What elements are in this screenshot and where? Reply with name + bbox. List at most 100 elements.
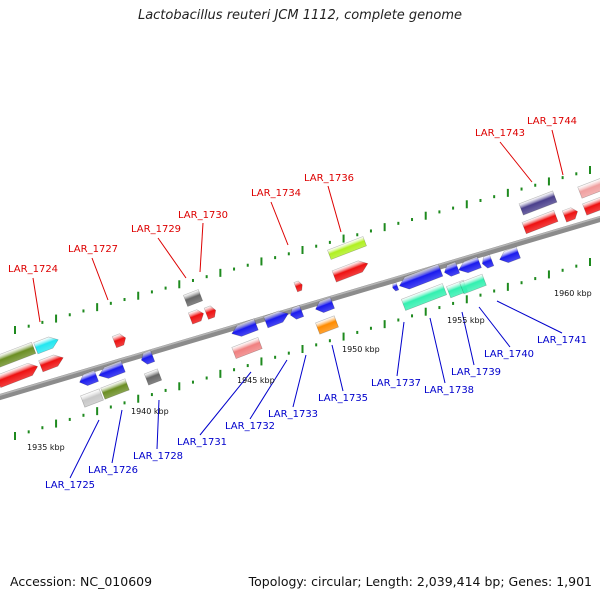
- gene-arrow: [331, 260, 369, 283]
- gene-arrow-shape: [293, 280, 303, 293]
- gene-block-shape: [315, 315, 339, 335]
- gene-arrow: [399, 263, 444, 290]
- gene-arrow-shape: [482, 254, 495, 269]
- bottom-gene-label: LAR_1726: [88, 465, 138, 476]
- genome-backbone-highlight: [0, 216, 600, 396]
- top-gene-label-leader: [199, 222, 204, 273]
- gene-arrow-shape: [141, 349, 156, 365]
- bottom-gene-label: LAR_1728: [133, 451, 183, 462]
- bottom-gene-label-leader: [292, 354, 307, 408]
- gene-block-shape: [577, 177, 600, 199]
- gene-arrow-shape: [392, 281, 400, 292]
- top-gene-label-leader: [157, 237, 187, 279]
- gene-block-shape: [327, 236, 367, 260]
- gene-block: [400, 283, 448, 311]
- gene-arrow: [79, 369, 99, 386]
- top-gene-label-leader: [551, 129, 564, 176]
- gene-arrow: [499, 246, 521, 263]
- scale-label: 1935 kbp: [27, 443, 65, 452]
- top-gene-label-leader: [327, 185, 342, 233]
- genome-title: Lactobacillus reuteri JCM 1112, complete…: [137, 8, 463, 23]
- gene-block-shape: [582, 196, 600, 216]
- gene-block: [80, 388, 104, 408]
- gene-arrow-shape: [33, 336, 59, 355]
- gene-arrow-shape: [79, 369, 99, 386]
- top-gene-label: LAR_1743: [475, 128, 525, 139]
- gene-arrow: [315, 296, 335, 313]
- scale-label: 1945 kbp: [237, 376, 275, 385]
- gene-arrow: [33, 336, 59, 355]
- gene-block-shape: [518, 190, 558, 216]
- gene-arrow: [0, 362, 39, 388]
- accession-text: Accession: NC_010609: [10, 574, 153, 589]
- top-gene-label: LAR_1734: [251, 188, 301, 199]
- bottom-gene-label-leader: [199, 371, 252, 436]
- bottom-gene-label-leader: [249, 359, 288, 420]
- bottom-gene-label-leader: [461, 311, 475, 366]
- gene-arrow: [38, 354, 64, 373]
- top-gene-label: LAR_1727: [68, 244, 118, 255]
- top-gene-label: LAR_1730: [178, 210, 228, 221]
- gene-arrow-shape: [458, 256, 482, 274]
- gene-arrow: [98, 360, 126, 379]
- gene-arrow-shape: [38, 354, 64, 373]
- gene-block: [100, 378, 130, 400]
- gene-arrow: [482, 254, 495, 269]
- gene-arrow: [290, 304, 305, 320]
- bottom-gene-label: LAR_1741: [537, 335, 587, 346]
- gene-block: [182, 289, 204, 307]
- gene-arrow-shape: [0, 362, 39, 388]
- gene-arrow: [111, 333, 126, 349]
- gene-arrow: [187, 309, 204, 325]
- gene-block: [315, 315, 339, 335]
- bottom-gene-label: LAR_1740: [484, 349, 534, 360]
- gene-arrow: [561, 207, 578, 223]
- bottom-gene-label-leader: [478, 306, 511, 348]
- genome-summary-text: Topology: circular; Length: 2,039,414 bp…: [248, 574, 592, 589]
- gene-arrow-shape: [561, 207, 578, 223]
- bottom-gene-label: LAR_1733: [268, 409, 318, 420]
- gene-block-shape: [400, 283, 448, 311]
- bottom-gene-label: LAR_1731: [177, 437, 227, 448]
- gene-block: [143, 368, 163, 386]
- gene-arrow: [458, 256, 482, 274]
- top-gene-label: LAR_1744: [527, 116, 577, 127]
- scale-label: 1950 kbp: [342, 345, 380, 354]
- bottom-gene-label: LAR_1738: [424, 385, 474, 396]
- bottom-gene-label: LAR_1735: [318, 393, 368, 404]
- gene-arrow-shape: [315, 296, 335, 313]
- top-gene-label-leader: [499, 141, 533, 183]
- bottom-gene-label: LAR_1739: [451, 367, 501, 378]
- bottom-gene-label-leader: [156, 399, 160, 450]
- gene-block: [521, 209, 559, 235]
- top-gene-label: LAR_1736: [304, 173, 354, 184]
- gene-arrow: [203, 305, 216, 320]
- gene-arrow-shape: [263, 310, 289, 329]
- bottom-gene-label-leader: [69, 419, 100, 479]
- gene-arrow: [293, 280, 303, 293]
- gene-block-shape: [459, 273, 487, 295]
- gene-block: [518, 190, 558, 216]
- scale-label: 1960 kbp: [554, 289, 592, 298]
- gene-block: [459, 273, 487, 295]
- top-gene-label: LAR_1729: [131, 224, 181, 235]
- gene-arrow-shape: [444, 261, 461, 277]
- gene-arrow-shape: [187, 309, 204, 325]
- gene-block-shape: [0, 341, 37, 369]
- gene-arrow-shape: [331, 260, 369, 283]
- bottom-gene-label: LAR_1737: [371, 378, 421, 389]
- bottom-gene-label-leader: [496, 300, 563, 334]
- gene-block-shape: [80, 388, 104, 408]
- gene-block: [577, 177, 600, 199]
- gene-arrow-shape: [399, 263, 444, 290]
- gene-arrow: [444, 261, 461, 277]
- gene-arrow: [141, 349, 156, 365]
- gene-arrow: [263, 310, 289, 329]
- top-gene-label-leader: [32, 277, 41, 323]
- scale-label: 1940 kbp: [131, 407, 169, 416]
- gene-block: [582, 196, 600, 216]
- gene-arrow: [231, 318, 259, 337]
- bottom-gene-label: LAR_1725: [45, 480, 95, 491]
